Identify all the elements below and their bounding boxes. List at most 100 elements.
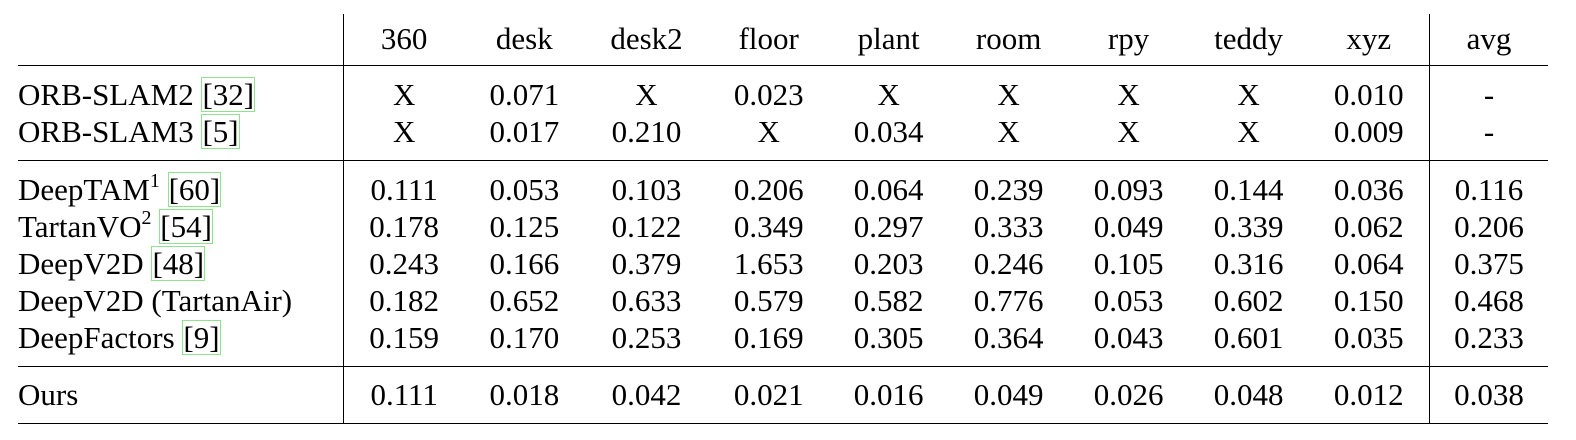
value-cell-rpy: 0.026 bbox=[1093, 377, 1164, 412]
value-cell-360: 0.182 bbox=[343, 282, 465, 319]
col-header-plant: plant bbox=[857, 21, 920, 56]
value-cell-teddy: 0.339 bbox=[1213, 209, 1284, 244]
citation-link[interactable]: [60] bbox=[167, 172, 222, 207]
value-cell-desk2: 0.379 bbox=[611, 246, 682, 281]
value-cell-floor: 1.653 bbox=[733, 246, 804, 281]
col-header-avg: avg bbox=[1429, 14, 1548, 66]
col-header-rpy: rpy bbox=[1107, 21, 1150, 56]
value-cell-room: 0.364 bbox=[973, 320, 1044, 355]
value-cell-avg: - bbox=[1429, 65, 1548, 113]
value-cell-plant: 0.034 bbox=[853, 114, 924, 149]
value-cell-xyz: 0.012 bbox=[1333, 377, 1404, 412]
header-row: 360 desk desk2 floor plant room rpy tedd… bbox=[18, 14, 1548, 66]
citation-link[interactable]: [5] bbox=[201, 114, 240, 149]
table-row-orb-slam2: ORB-SLAM2 [32] X 0.071 X 0.023 X X X X 0.010- bbox=[18, 65, 1548, 114]
value-cell-desk: 0.018 bbox=[489, 377, 560, 412]
method-name-cell: DeepV2D [48] bbox=[18, 245, 344, 282]
method-name-cell: DeepFactors [9] bbox=[18, 319, 344, 367]
table-row-tartanvo: TartanVO2 [54] 0.178 0.125 0.122 0.349 0.297 0… bbox=[18, 208, 1548, 245]
value-cell-plant: 0.064 bbox=[853, 172, 924, 207]
table-row-ours: Ours 0.111 0.018 0.042 0.021 0.016 0.049 0.026 0… bbox=[18, 366, 1548, 424]
table-row-deepfactors: DeepFactors [9] 0.159 0.170 0.253 0.169 0.305… bbox=[18, 319, 1548, 367]
col-header-360: 360 bbox=[343, 14, 465, 66]
value-cell-desk: 0.071 bbox=[489, 77, 560, 112]
value-cell-room: X bbox=[997, 77, 1020, 112]
col-header-room: room bbox=[975, 21, 1042, 56]
method-name: Ours bbox=[18, 377, 79, 412]
table-body: 360 desk desk2 floor plant room rpy tedd… bbox=[18, 14, 1548, 424]
method-name: DeepTAM bbox=[18, 172, 150, 207]
results-table: 360 desk desk2 floor plant room rpy tedd… bbox=[18, 14, 1548, 424]
value-cell-desk: 0.170 bbox=[489, 320, 560, 355]
value-cell-rpy: 0.049 bbox=[1093, 209, 1164, 244]
value-cell-teddy: 0.316 bbox=[1213, 246, 1284, 281]
table-row-deepv2d-tartanair: DeepV2D (TartanAir) 0.182 0.652 0.633 0.579 0… bbox=[18, 282, 1548, 319]
value-cell-desk: 0.125 bbox=[489, 209, 560, 244]
col-header-desk2: desk2 bbox=[610, 21, 683, 56]
value-cell-avg: - bbox=[1429, 113, 1548, 161]
value-cell-360: 0.111 bbox=[343, 160, 465, 208]
value-cell-floor: 0.579 bbox=[733, 283, 804, 318]
value-cell-360: 0.111 bbox=[343, 366, 465, 424]
value-cell-plant: X bbox=[877, 77, 900, 112]
col-header-xyz: xyz bbox=[1346, 21, 1392, 56]
value-cell-plant: 0.016 bbox=[853, 377, 924, 412]
value-cell-360: 0.159 bbox=[343, 319, 465, 367]
citation-link[interactable]: [32] bbox=[201, 77, 256, 112]
value-cell-360: 0.178 bbox=[343, 208, 465, 245]
value-cell-plant: 0.305 bbox=[853, 320, 924, 355]
value-cell-desk2: 0.633 bbox=[611, 283, 682, 318]
value-cell-teddy: 0.144 bbox=[1213, 172, 1284, 207]
value-cell-desk2: 0.103 bbox=[611, 172, 682, 207]
citation-link[interactable]: [54] bbox=[159, 209, 213, 244]
value-cell-desk: 0.652 bbox=[489, 283, 560, 318]
value-cell-room: X bbox=[997, 114, 1020, 149]
value-cell-desk2: 0.210 bbox=[611, 114, 682, 149]
footnote-marker: 2 bbox=[141, 206, 152, 229]
method-name-cell: ORB-SLAM2 [32] bbox=[18, 66, 344, 114]
value-cell-plant: 0.582 bbox=[853, 283, 924, 318]
citation-link[interactable]: [48] bbox=[151, 246, 206, 281]
value-cell-avg: 0.468 bbox=[1429, 282, 1548, 319]
value-cell-xyz: 0.064 bbox=[1333, 246, 1404, 281]
value-cell-teddy: X bbox=[1237, 114, 1260, 149]
value-cell-rpy: 0.105 bbox=[1093, 246, 1164, 281]
method-name-cell: Ours bbox=[18, 367, 344, 424]
value-cell-room: 0.776 bbox=[973, 283, 1044, 318]
value-cell-xyz: 0.010 bbox=[1333, 77, 1404, 112]
value-cell-xyz: 0.062 bbox=[1333, 209, 1404, 244]
method-name-cell: TartanVO2 [54] bbox=[18, 208, 344, 245]
value-cell-plant: 0.203 bbox=[853, 246, 924, 281]
value-cell-floor: 0.349 bbox=[733, 209, 804, 244]
method-name-cell: ORB-SLAM3 [5] bbox=[18, 113, 344, 161]
value-cell-teddy: X bbox=[1237, 77, 1260, 112]
value-cell-360: X bbox=[343, 113, 465, 161]
col-header-floor: floor bbox=[738, 21, 799, 56]
value-cell-avg: 0.206 bbox=[1429, 208, 1548, 245]
value-cell-desk: 0.053 bbox=[489, 172, 560, 207]
value-cell-avg: 0.375 bbox=[1429, 245, 1548, 282]
table-row-orb-slam3: ORB-SLAM3 [5] X 0.017 0.210 X 0.034 X X X 0.009- bbox=[18, 113, 1548, 161]
value-cell-floor: X bbox=[757, 114, 780, 149]
value-cell-desk: 0.166 bbox=[489, 246, 560, 281]
method-name-cell: DeepTAM1 [60] bbox=[18, 161, 344, 209]
col-header-teddy: teddy bbox=[1214, 21, 1283, 56]
value-cell-room: 0.049 bbox=[973, 377, 1044, 412]
value-cell-360: X bbox=[343, 65, 465, 113]
value-cell-rpy: 0.053 bbox=[1093, 283, 1164, 318]
value-cell-floor: 0.023 bbox=[733, 77, 804, 112]
value-cell-floor: 0.169 bbox=[733, 320, 804, 355]
table-row-deepv2d: DeepV2D [48] 0.243 0.166 0.379 1.653 0.203 0.2… bbox=[18, 245, 1548, 282]
value-cell-teddy: 0.048 bbox=[1213, 377, 1284, 412]
value-cell-desk2: 0.253 bbox=[611, 320, 682, 355]
value-cell-xyz: 0.035 bbox=[1333, 320, 1404, 355]
method-name-cell: DeepV2D (TartanAir) bbox=[18, 282, 344, 319]
method-name: ORB-SLAM3 bbox=[18, 114, 194, 149]
value-cell-desk: 0.017 bbox=[489, 114, 560, 149]
citation-link[interactable]: [9] bbox=[182, 320, 221, 355]
value-cell-teddy: 0.602 bbox=[1213, 283, 1284, 318]
value-cell-avg: 0.116 bbox=[1429, 160, 1548, 208]
method-name: DeepV2D (TartanAir) bbox=[18, 283, 293, 318]
value-cell-rpy: X bbox=[1117, 77, 1140, 112]
value-cell-desk2: 0.122 bbox=[611, 209, 682, 244]
